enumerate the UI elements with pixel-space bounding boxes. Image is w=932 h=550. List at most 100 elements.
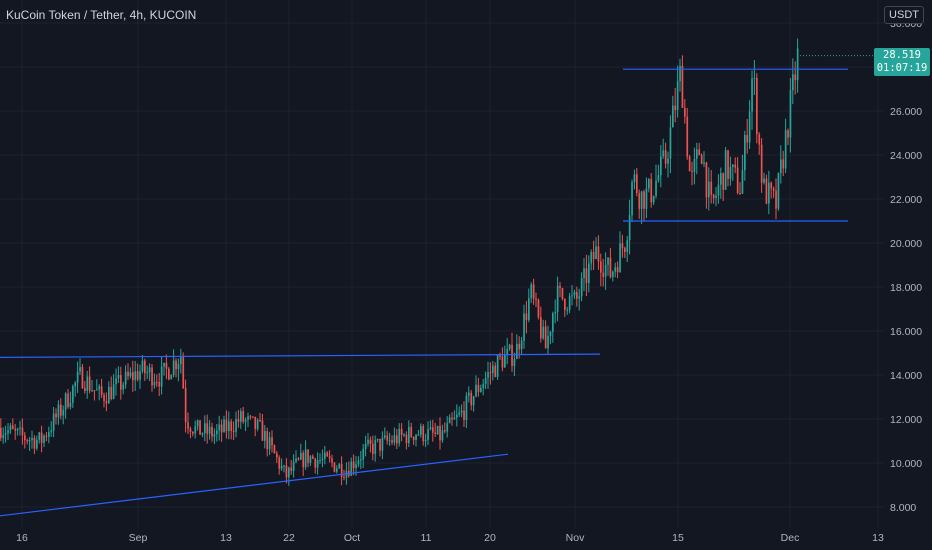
candle-body xyxy=(240,411,242,422)
last-price-value: 28.519 xyxy=(883,48,921,61)
candle-body xyxy=(441,430,444,441)
candle-body xyxy=(235,419,237,432)
candle-body xyxy=(165,362,168,369)
candle-body xyxy=(19,427,21,429)
candle-body xyxy=(765,178,768,204)
candle-body xyxy=(38,432,41,440)
candle-body xyxy=(156,382,158,384)
candle-body xyxy=(115,378,117,385)
candle-body xyxy=(28,439,31,442)
candle-body xyxy=(232,431,235,433)
candle-body xyxy=(196,420,199,427)
candle-body xyxy=(96,389,98,391)
candle-body xyxy=(391,440,393,443)
candle-body xyxy=(552,313,554,332)
candle-body xyxy=(729,166,732,179)
candle-body xyxy=(645,188,648,209)
y-tick-label: 18.000 xyxy=(890,282,922,294)
candle-body xyxy=(218,424,221,431)
candle-body xyxy=(794,74,797,81)
y-tick-label: 16.000 xyxy=(890,326,922,338)
candle-body xyxy=(744,134,746,171)
candle-body xyxy=(427,429,429,441)
currency-label[interactable]: USDT xyxy=(884,6,924,24)
candle-body xyxy=(100,386,103,396)
lower-support-rising-trendline[interactable] xyxy=(0,453,509,517)
y-tick-label: 12.000 xyxy=(890,414,922,426)
candle-body xyxy=(537,299,540,318)
candle-body xyxy=(597,246,600,262)
candle-body xyxy=(700,155,703,164)
symbol-legend[interactable]: KuCoin Token / Tether, 4h, KUCOIN xyxy=(6,8,197,22)
price-axis[interactable]: 8.000 10.000 12.000 14.000 16.000 18.000 20.00… xyxy=(890,18,922,514)
candle-body xyxy=(650,179,653,203)
candle-body xyxy=(132,372,134,381)
candle-body xyxy=(139,371,141,380)
candle-body xyxy=(343,477,345,479)
candle-body xyxy=(708,181,710,198)
candle-body xyxy=(564,298,566,310)
x-tick-label: 20 xyxy=(484,532,496,544)
candle-body xyxy=(67,393,69,407)
candle-body xyxy=(465,395,468,420)
x-tick-label: 16 xyxy=(16,532,28,544)
candle-body xyxy=(777,173,780,209)
candle-body xyxy=(88,376,91,391)
candle-body xyxy=(271,437,273,446)
candle-body xyxy=(2,434,5,439)
candle-body xyxy=(528,298,530,321)
candle-body xyxy=(566,309,569,311)
candle-body xyxy=(460,410,463,413)
candle-body xyxy=(415,434,417,440)
candle-body xyxy=(86,376,89,391)
candle-body xyxy=(208,426,211,434)
candle-body xyxy=(535,298,537,300)
candle-body xyxy=(393,435,396,443)
candle-body xyxy=(681,65,684,108)
candle-body xyxy=(163,362,165,367)
candle-body xyxy=(283,465,285,467)
candle-body xyxy=(429,427,432,430)
candle-body xyxy=(64,393,67,410)
candle-body xyxy=(614,267,617,272)
candle-body xyxy=(571,295,573,297)
candle-body xyxy=(367,439,369,444)
candle-body xyxy=(144,360,146,374)
candle-body xyxy=(520,340,523,350)
candle-body xyxy=(170,375,173,380)
candle-body xyxy=(146,372,149,374)
candle-body xyxy=(578,296,581,299)
candle-body xyxy=(307,449,309,463)
candle-body xyxy=(376,438,379,441)
candle-body xyxy=(153,382,156,386)
candle-body xyxy=(739,192,741,194)
candle-body xyxy=(350,461,353,476)
candle-body xyxy=(540,317,542,339)
candle-body xyxy=(184,388,187,423)
upper-resistance-left-trendline[interactable] xyxy=(0,353,601,358)
candle-body xyxy=(784,130,787,169)
time-axis[interactable]: 16 Sep 13 22 Oct 11 20 Nov 15 Dec 13 xyxy=(16,532,884,544)
candle-body xyxy=(182,357,185,389)
candle-body xyxy=(110,386,113,399)
candle-body xyxy=(62,409,65,416)
candle-body xyxy=(489,372,492,374)
candle-body xyxy=(549,331,552,336)
candle-body xyxy=(684,107,686,117)
candle-body xyxy=(508,344,511,349)
candle-body xyxy=(4,433,7,435)
x-tick-label: 22 xyxy=(283,532,295,544)
candle-body xyxy=(696,149,698,159)
candle-body xyxy=(244,419,247,422)
candle-body xyxy=(158,382,161,387)
y-tick-label: 14.000 xyxy=(890,370,922,382)
candle-body xyxy=(52,413,55,431)
candle-body xyxy=(9,425,12,431)
candle-body xyxy=(12,425,14,429)
candle-body xyxy=(698,149,701,156)
candle-body xyxy=(328,456,331,459)
candle-body xyxy=(559,285,561,288)
candle-body xyxy=(309,456,312,463)
candle-body xyxy=(667,158,669,164)
